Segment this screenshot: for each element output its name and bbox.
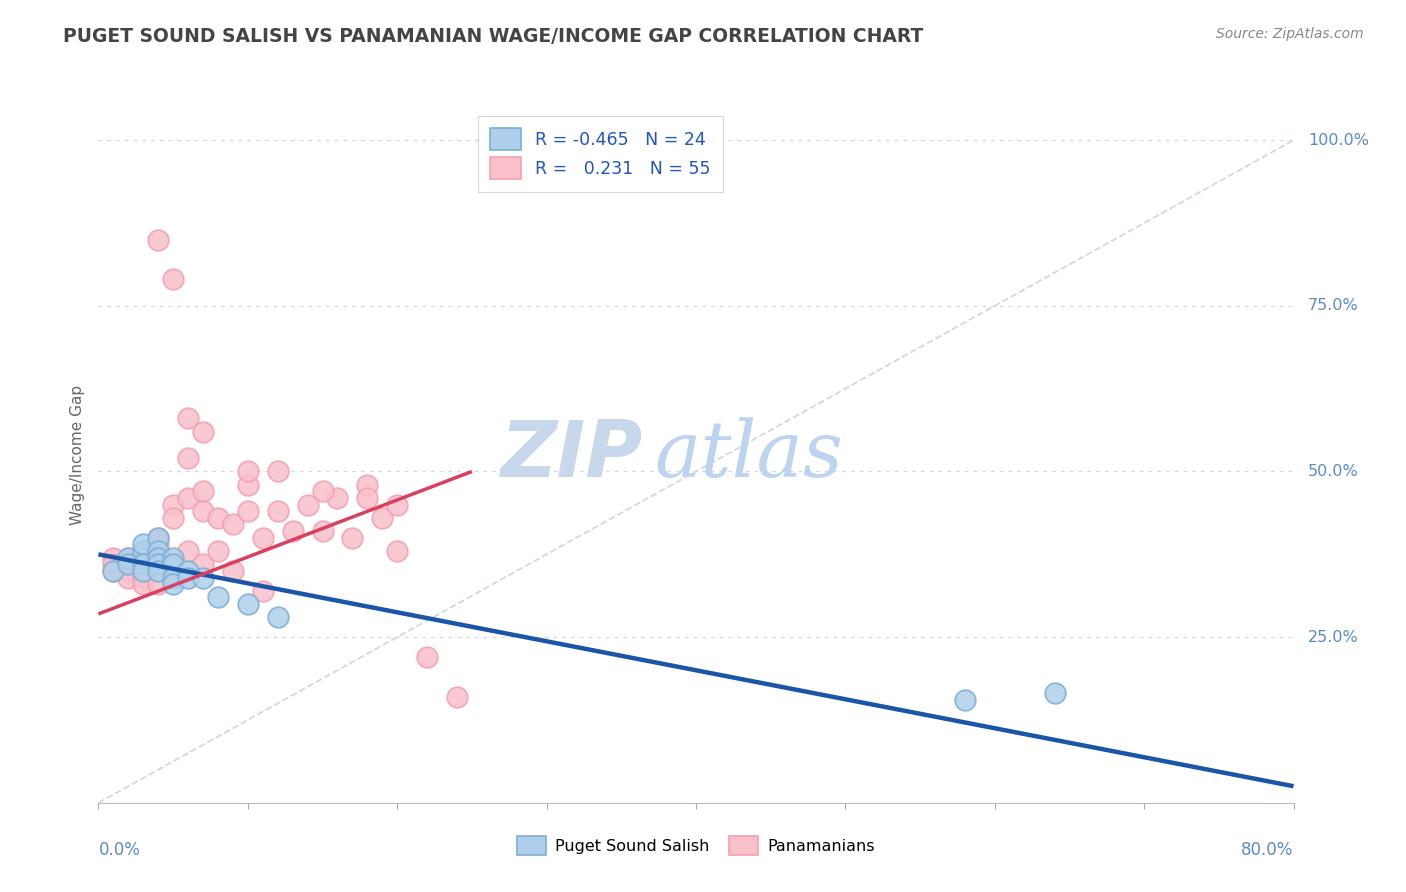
Point — [148, 531, 170, 545]
Point — [162, 570, 184, 584]
Point — [148, 537, 170, 551]
Point — [191, 570, 214, 584]
Text: ZIP: ZIP — [501, 417, 643, 493]
Point — [148, 564, 170, 578]
Point — [103, 564, 125, 578]
Point — [207, 544, 229, 558]
Point — [132, 570, 155, 584]
Point — [117, 550, 139, 565]
Point — [162, 577, 184, 591]
Point — [236, 597, 259, 611]
Point — [132, 564, 155, 578]
Point — [191, 484, 214, 499]
Point — [207, 511, 229, 525]
Point — [162, 498, 184, 512]
Point — [132, 577, 155, 591]
Point — [148, 531, 170, 545]
Point — [117, 558, 139, 572]
Point — [177, 570, 200, 584]
Point — [267, 465, 290, 479]
Point — [222, 564, 245, 578]
Point — [311, 484, 333, 499]
Point — [342, 531, 364, 545]
Text: 25.0%: 25.0% — [1308, 630, 1358, 645]
Point — [148, 233, 170, 247]
Point — [162, 550, 184, 565]
Point — [311, 524, 333, 538]
Point — [132, 564, 155, 578]
Point — [385, 498, 409, 512]
Point — [236, 477, 259, 491]
Point — [117, 558, 139, 572]
Point — [177, 564, 200, 578]
Point — [162, 558, 184, 572]
Point — [207, 591, 229, 605]
Text: Source: ZipAtlas.com: Source: ZipAtlas.com — [1216, 27, 1364, 41]
Point — [297, 498, 319, 512]
Point — [177, 411, 200, 425]
Y-axis label: Wage/Income Gap: Wage/Income Gap — [70, 384, 86, 525]
Text: 75.0%: 75.0% — [1308, 298, 1358, 313]
Point — [162, 272, 184, 286]
Point — [132, 550, 155, 565]
Point — [252, 531, 274, 545]
Point — [148, 544, 170, 558]
Point — [148, 577, 170, 591]
Text: 80.0%: 80.0% — [1241, 841, 1294, 859]
Point — [103, 550, 125, 565]
Point — [103, 564, 125, 578]
Point — [953, 693, 976, 707]
Point — [117, 570, 139, 584]
Point — [132, 544, 155, 558]
Point — [148, 544, 170, 558]
Point — [148, 564, 170, 578]
Text: 0.0%: 0.0% — [98, 841, 141, 859]
Point — [162, 570, 184, 584]
Point — [117, 550, 139, 565]
Point — [252, 583, 274, 598]
Text: PUGET SOUND SALISH VS PANAMANIAN WAGE/INCOME GAP CORRELATION CHART: PUGET SOUND SALISH VS PANAMANIAN WAGE/IN… — [63, 27, 924, 45]
Point — [132, 537, 155, 551]
Point — [148, 558, 170, 572]
Point — [267, 610, 290, 624]
Point — [267, 504, 290, 518]
Point — [416, 650, 439, 665]
Point — [385, 544, 409, 558]
Point — [191, 425, 214, 439]
Point — [177, 451, 200, 466]
Point — [356, 491, 378, 505]
Point — [117, 564, 139, 578]
Point — [356, 477, 378, 491]
Point — [191, 504, 214, 518]
Point — [191, 558, 214, 572]
Point — [281, 524, 304, 538]
Point — [132, 558, 155, 572]
Point — [132, 544, 155, 558]
Point — [132, 558, 155, 572]
Point — [446, 690, 468, 704]
Text: 50.0%: 50.0% — [1308, 464, 1358, 479]
Text: atlas: atlas — [654, 417, 842, 493]
Point — [371, 511, 394, 525]
Text: 100.0%: 100.0% — [1308, 133, 1369, 148]
Point — [103, 558, 125, 572]
Point — [236, 465, 259, 479]
Legend: Puget Sound Salish, Panamanians: Puget Sound Salish, Panamanians — [510, 830, 882, 861]
Point — [148, 550, 170, 565]
Point — [236, 504, 259, 518]
Point — [177, 491, 200, 505]
Point — [1043, 686, 1066, 700]
Point — [326, 491, 349, 505]
Point — [177, 544, 200, 558]
Point — [162, 511, 184, 525]
Point — [222, 517, 245, 532]
